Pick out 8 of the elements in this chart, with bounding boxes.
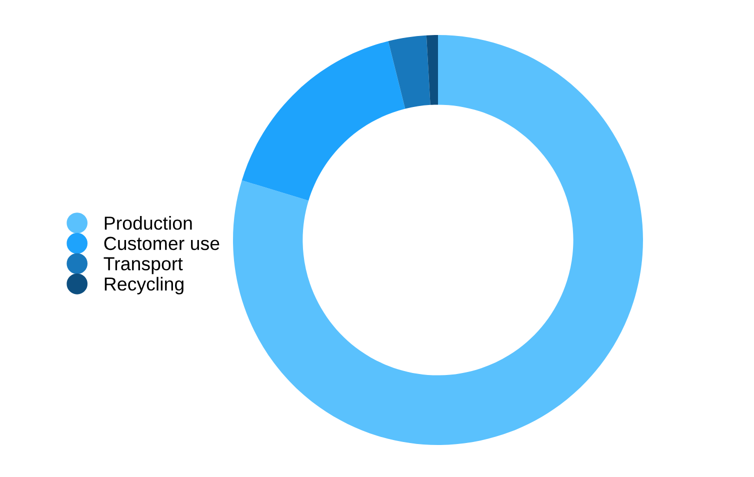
legend-label: Recycling	[104, 276, 184, 294]
legend-label: Customer use	[104, 236, 220, 250]
donut-slice	[426, 35, 438, 105]
donut-slice	[242, 41, 406, 201]
donut-slice	[388, 35, 430, 109]
legend-label: Transport	[104, 257, 183, 274]
donut-slice	[233, 35, 643, 445]
legend-label: Production	[104, 216, 192, 230]
